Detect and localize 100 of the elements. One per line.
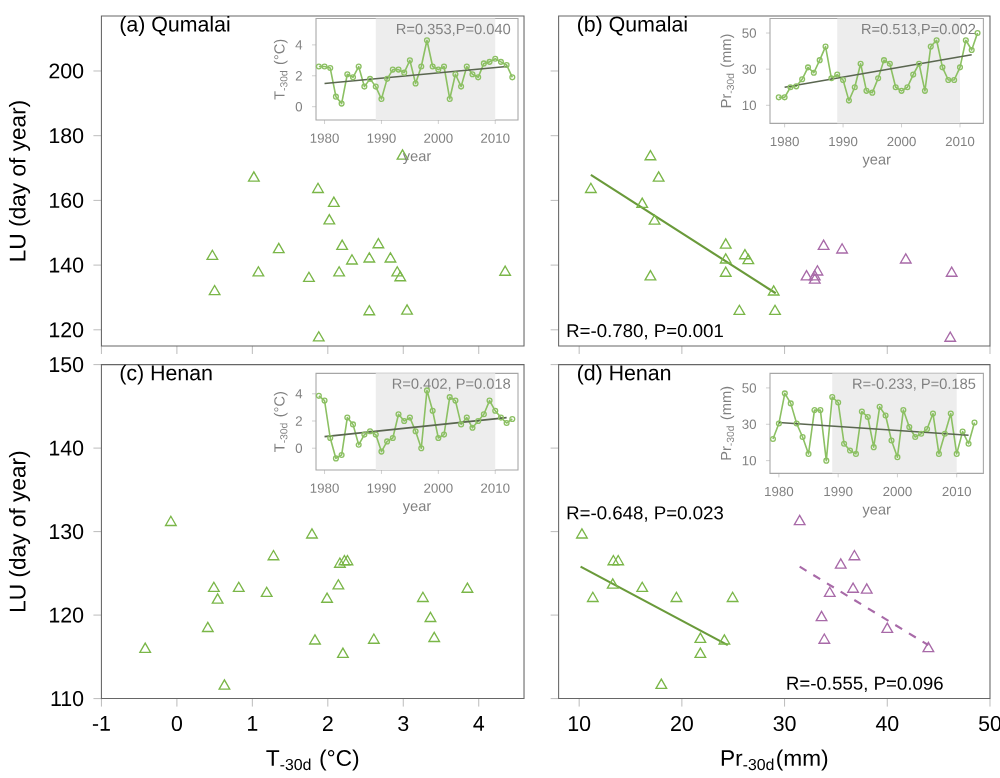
point xyxy=(164,515,177,527)
x-tick-label: -1 xyxy=(92,716,110,731)
point xyxy=(366,75,374,82)
x-axis-title: T$_{-30d}$ (°C) xyxy=(266,749,359,771)
point xyxy=(956,64,964,71)
point xyxy=(327,64,334,72)
point xyxy=(418,63,425,70)
point xyxy=(815,610,828,622)
point xyxy=(344,414,351,421)
point xyxy=(811,265,824,276)
point xyxy=(395,66,402,73)
point xyxy=(808,273,821,284)
point xyxy=(864,413,871,421)
point xyxy=(355,63,362,70)
point xyxy=(363,304,376,316)
point xyxy=(394,270,407,282)
point xyxy=(401,417,408,425)
point xyxy=(894,454,901,461)
point xyxy=(401,304,414,315)
point xyxy=(327,196,340,208)
point xyxy=(497,58,505,65)
point xyxy=(870,444,877,451)
point xyxy=(321,63,328,70)
point xyxy=(612,554,625,566)
point xyxy=(851,84,858,91)
point xyxy=(892,84,899,91)
point xyxy=(323,213,336,225)
point xyxy=(333,266,346,277)
y-tick-label: 120 xyxy=(50,322,84,338)
point xyxy=(463,63,470,70)
point xyxy=(922,641,935,653)
point xyxy=(881,622,894,634)
point xyxy=(232,581,245,593)
point xyxy=(139,642,152,654)
x-tick-label: 0 xyxy=(171,716,182,732)
point xyxy=(836,243,849,254)
point xyxy=(953,450,960,457)
point xyxy=(349,74,357,81)
point xyxy=(475,417,482,425)
point xyxy=(480,60,487,67)
point xyxy=(800,269,813,281)
chart-title: (b) Qumalai xyxy=(578,16,687,36)
annotation: R=-0.780, P=0.001 xyxy=(567,324,723,340)
x-tick-label: 40 xyxy=(875,716,899,732)
point xyxy=(309,634,321,645)
chart-title: (a) Qumalai xyxy=(120,16,230,36)
point xyxy=(880,57,888,64)
x-tick-label: 3 xyxy=(398,716,409,732)
point xyxy=(207,581,220,593)
point xyxy=(652,171,665,182)
point xyxy=(332,455,339,462)
point xyxy=(959,428,966,435)
point xyxy=(912,433,919,441)
point xyxy=(787,84,794,91)
point xyxy=(719,266,732,277)
point xyxy=(644,269,657,281)
point xyxy=(344,71,351,78)
point xyxy=(822,43,829,50)
point xyxy=(719,253,732,264)
y-tick-label: 140 xyxy=(50,440,84,456)
point xyxy=(882,412,889,419)
point xyxy=(372,83,379,90)
point xyxy=(327,434,334,442)
point xyxy=(841,440,848,447)
point xyxy=(361,83,368,90)
point xyxy=(492,55,499,62)
point xyxy=(260,586,273,598)
point xyxy=(636,581,649,593)
y-tick-label: 140 xyxy=(50,257,84,273)
point xyxy=(361,431,368,438)
point xyxy=(492,407,499,414)
y-tick-label: 200 xyxy=(49,63,84,79)
point xyxy=(366,428,374,435)
point xyxy=(962,37,969,44)
point xyxy=(486,397,493,404)
point xyxy=(899,253,912,264)
point xyxy=(218,679,231,690)
point xyxy=(475,74,482,81)
point xyxy=(808,269,821,281)
point xyxy=(463,414,470,421)
point xyxy=(406,57,413,64)
point xyxy=(834,71,841,78)
point xyxy=(355,441,362,448)
point xyxy=(876,403,883,410)
point xyxy=(933,37,940,44)
point xyxy=(816,57,823,64)
point xyxy=(858,408,865,415)
point xyxy=(863,87,870,94)
point xyxy=(423,37,431,44)
point xyxy=(835,399,842,406)
point xyxy=(586,591,599,603)
point xyxy=(332,93,339,100)
point xyxy=(272,242,285,254)
point xyxy=(733,304,746,316)
point xyxy=(823,586,836,598)
y-tick-label: 150 xyxy=(50,357,84,373)
point xyxy=(968,46,975,54)
point xyxy=(793,420,800,427)
point xyxy=(793,514,806,526)
point xyxy=(416,591,429,603)
